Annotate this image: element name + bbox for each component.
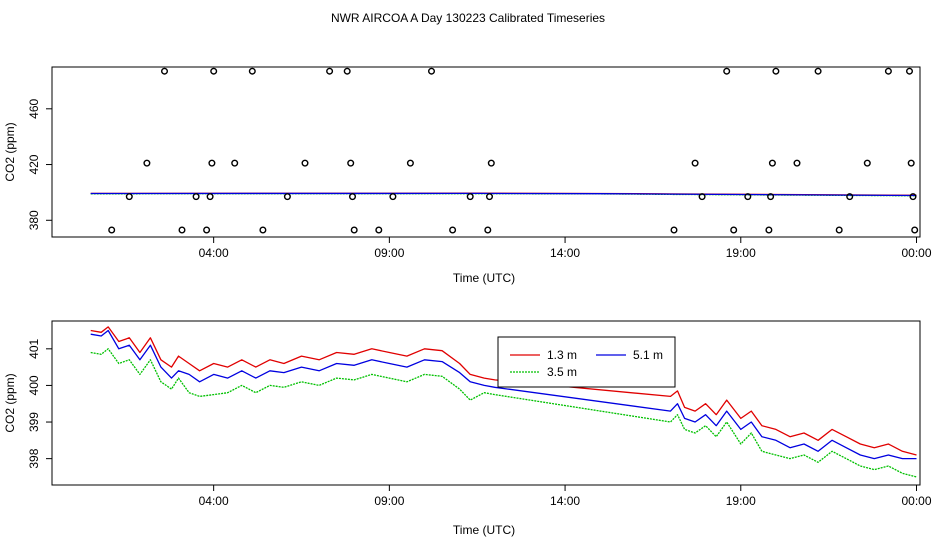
scatter-point [484, 226, 492, 234]
bottom-axis-ticks: 04:00 09:00 14:00 19:00 00:00 398 399 400 401 [27, 338, 932, 508]
scatter-point [744, 193, 752, 201]
scatter-point [768, 159, 776, 167]
scatter-point [208, 159, 216, 167]
scatter-point [449, 226, 457, 234]
scatter-point [767, 193, 775, 201]
scatter-point [347, 159, 355, 167]
top-plot-frame [51, 66, 921, 238]
bottom-y-tick-label: 401 [27, 338, 41, 358]
legend-label-5-1m: 5.1 m [633, 348, 663, 362]
series-line-13m [90, 326, 917, 456]
scatter-point [231, 159, 239, 167]
top-y-tick-label: 420 [27, 154, 41, 174]
top-x-tick-label: 00:00 [901, 246, 931, 260]
scatter-point [846, 193, 854, 201]
scatter-point [125, 193, 133, 201]
scatter-point [907, 159, 915, 167]
bottom-y-tick-label: 398 [27, 448, 41, 468]
scatter-point [192, 193, 200, 201]
scatter-point [206, 193, 214, 201]
top-y-tick-label: 460 [27, 98, 41, 118]
scatter-point [670, 226, 678, 234]
scatter-point [835, 226, 843, 234]
bottom-series-lines [90, 326, 917, 478]
scatter-point [909, 193, 917, 201]
bottom-x-tick-label: 19:00 [726, 494, 756, 508]
scatter-point [730, 226, 738, 234]
scatter-point [326, 67, 334, 75]
scatter-point [259, 226, 267, 234]
series-line-35m [90, 348, 917, 478]
top-axis-ticks: 04:00 09:00 14:00 19:00 00:00 380 420 460 [27, 98, 932, 260]
page-title: NWR AIRCOA A Day 130223 Calibrated Times… [331, 11, 605, 25]
top-line-51m [90, 192, 917, 197]
scatter-point [487, 159, 495, 167]
top-series-lines [90, 192, 917, 197]
scatter-point [863, 159, 871, 167]
scatter-point [406, 159, 414, 167]
bottom-plot-frame [51, 320, 921, 486]
legend-label-3-5m: 3.5 m [547, 365, 577, 379]
scatter-point [160, 67, 168, 75]
scatter-point [108, 226, 116, 234]
legend-box [497, 336, 676, 388]
scatter-point [911, 226, 919, 234]
bottom-y-axis-label: CO2 (ppm) [3, 373, 17, 432]
top-x-axis-label: Time (UTC) [453, 271, 515, 285]
bottom-y-tick-label: 399 [27, 412, 41, 432]
scatter-point [248, 67, 256, 75]
bottom-x-tick-label: 14:00 [550, 494, 580, 508]
top-scatter-points [108, 67, 919, 234]
scatter-point [765, 226, 773, 234]
scatter-point [389, 193, 397, 201]
top-y-tick-label: 380 [27, 210, 41, 230]
bottom-y-tick-label: 400 [27, 375, 41, 395]
scatter-point [723, 67, 731, 75]
scatter-point [343, 67, 351, 75]
scatter-point [814, 67, 822, 75]
scatter-point [283, 193, 291, 201]
scatter-point [698, 193, 706, 201]
scatter-point [203, 226, 211, 234]
top-x-tick-label: 04:00 [199, 246, 229, 260]
scatter-point [486, 193, 494, 201]
scatter-point [772, 67, 780, 75]
scatter-point [178, 226, 186, 234]
scatter-point [350, 226, 358, 234]
top-x-tick-label: 14:00 [550, 246, 580, 260]
bottom-x-tick-label: 04:00 [199, 494, 229, 508]
top-y-axis-label: CO2 (ppm) [3, 122, 17, 181]
scatter-point [793, 159, 801, 167]
scatter-point [691, 159, 699, 167]
scatter-point [301, 159, 309, 167]
scatter-point [210, 67, 218, 75]
legend: 1.3 m 5.1 m 3.5 m [497, 336, 676, 388]
top-x-tick-label: 09:00 [374, 246, 404, 260]
top-x-tick-label: 19:00 [726, 246, 756, 260]
scatter-point [428, 67, 436, 75]
bottom-x-tick-label: 00:00 [901, 494, 931, 508]
legend-label-1-3m: 1.3 m [547, 348, 577, 362]
top-chart: 04:00 09:00 14:00 19:00 00:00 380 420 460 Time … [3, 66, 932, 285]
scatter-point [906, 67, 914, 75]
scatter-point [375, 226, 383, 234]
scatter-point [884, 67, 892, 75]
bottom-x-tick-label: 09:00 [374, 494, 404, 508]
bottom-chart: 04:00 09:00 14:00 19:00 00:00 398 399 400 401 Ti… [3, 320, 932, 537]
scatter-point [349, 193, 357, 201]
scatter-point [143, 159, 151, 167]
scatter-point [466, 193, 474, 201]
series-line-51m [90, 329, 917, 460]
bottom-x-axis-label: Time (UTC) [453, 523, 515, 537]
